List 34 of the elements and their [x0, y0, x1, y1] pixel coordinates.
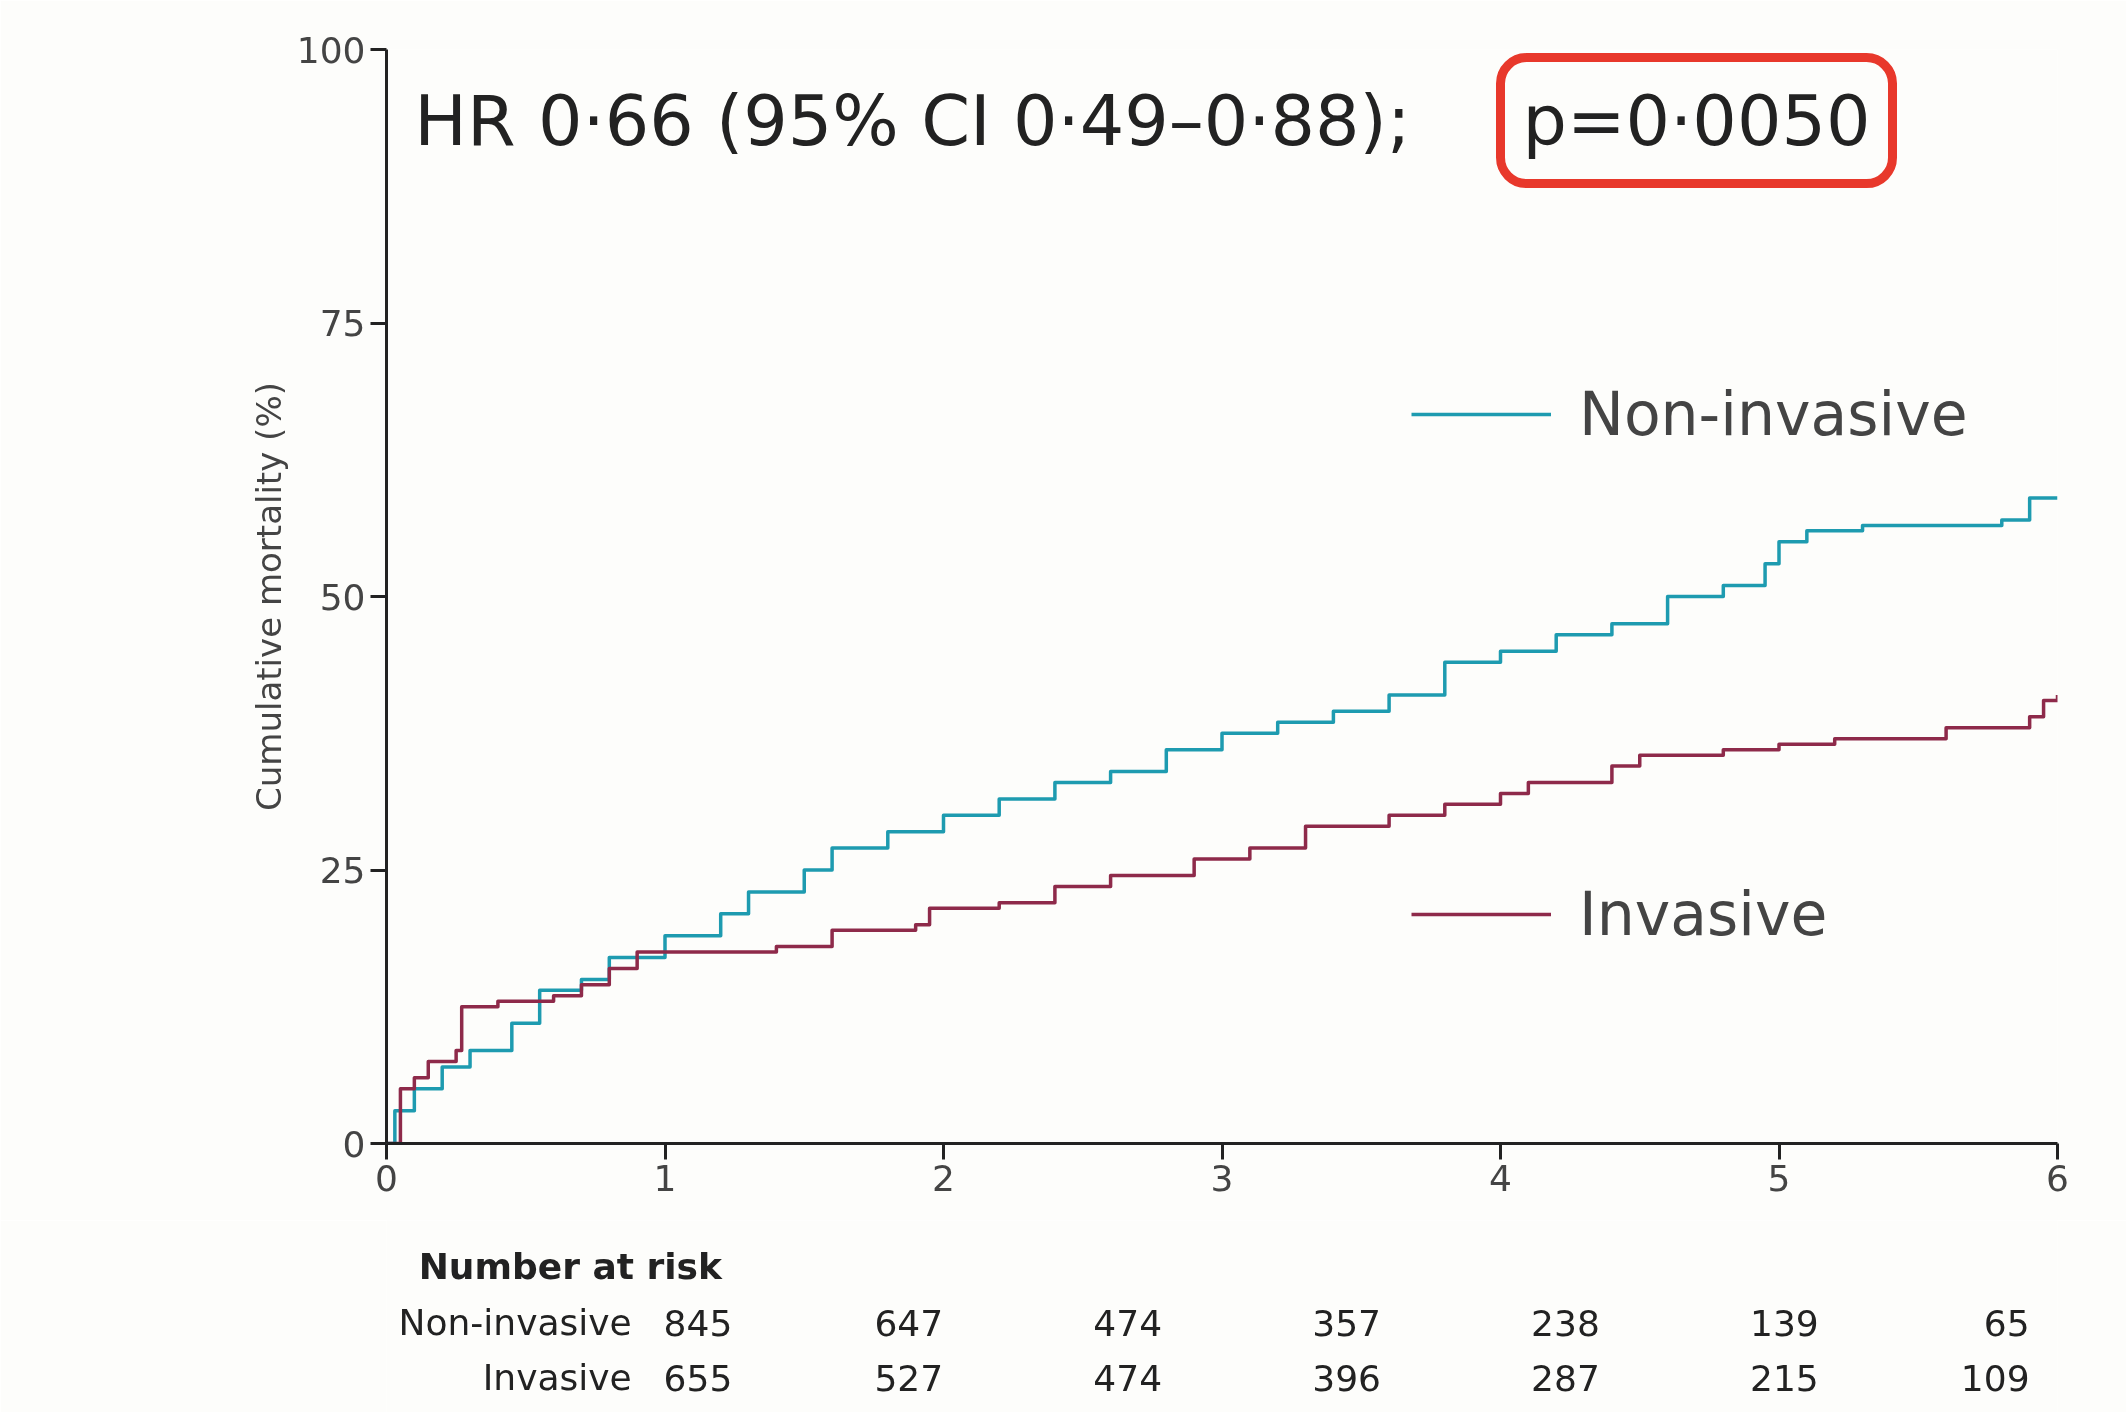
text: 527	[874, 1357, 944, 1399]
text: Number at risk	[418, 1246, 724, 1287]
text: 647	[874, 1302, 944, 1344]
x-tick-label: 1	[653, 1157, 677, 1199]
y-axis-title: Cumulative mortality (%)	[248, 382, 289, 811]
text: 287	[1531, 1357, 1600, 1399]
x-tick-label: 4	[1489, 1157, 1512, 1199]
y-tick-label: 50	[319, 576, 366, 618]
text: Invasive	[482, 1357, 632, 1398]
y-tick-label: 25	[319, 850, 366, 891]
y-tick-label: 100	[296, 29, 366, 71]
text: 238	[1531, 1302, 1600, 1344]
x-tick-label: 0	[375, 1157, 398, 1199]
annotation: p=0·0050	[1522, 79, 1871, 162]
annotation: HR 0·66 (95% CI 0·49–0·88);	[414, 79, 1411, 162]
x-tick-label: 2	[932, 1157, 955, 1199]
text: 845	[663, 1302, 733, 1344]
legend-label: Non-invasive	[1579, 379, 1968, 449]
text: 109	[1960, 1357, 2030, 1399]
text: 215	[1750, 1357, 1819, 1399]
text: 65	[1983, 1302, 2030, 1344]
text: Non-invasive	[398, 1302, 632, 1343]
text: 139	[1750, 1302, 1819, 1344]
text: 396	[1312, 1357, 1381, 1399]
text: 655	[663, 1357, 733, 1399]
y-tick-label: 75	[319, 303, 366, 344]
text: 474	[1093, 1357, 1163, 1399]
legend-label: Invasive	[1579, 879, 1828, 949]
x-tick-label: 6	[2046, 1157, 2069, 1199]
text: 474	[1093, 1302, 1163, 1344]
y-tick-label: 0	[342, 1123, 366, 1165]
text: 357	[1312, 1302, 1381, 1344]
x-tick-label: 3	[1210, 1157, 1234, 1199]
x-tick-label: 5	[1767, 1157, 1791, 1199]
